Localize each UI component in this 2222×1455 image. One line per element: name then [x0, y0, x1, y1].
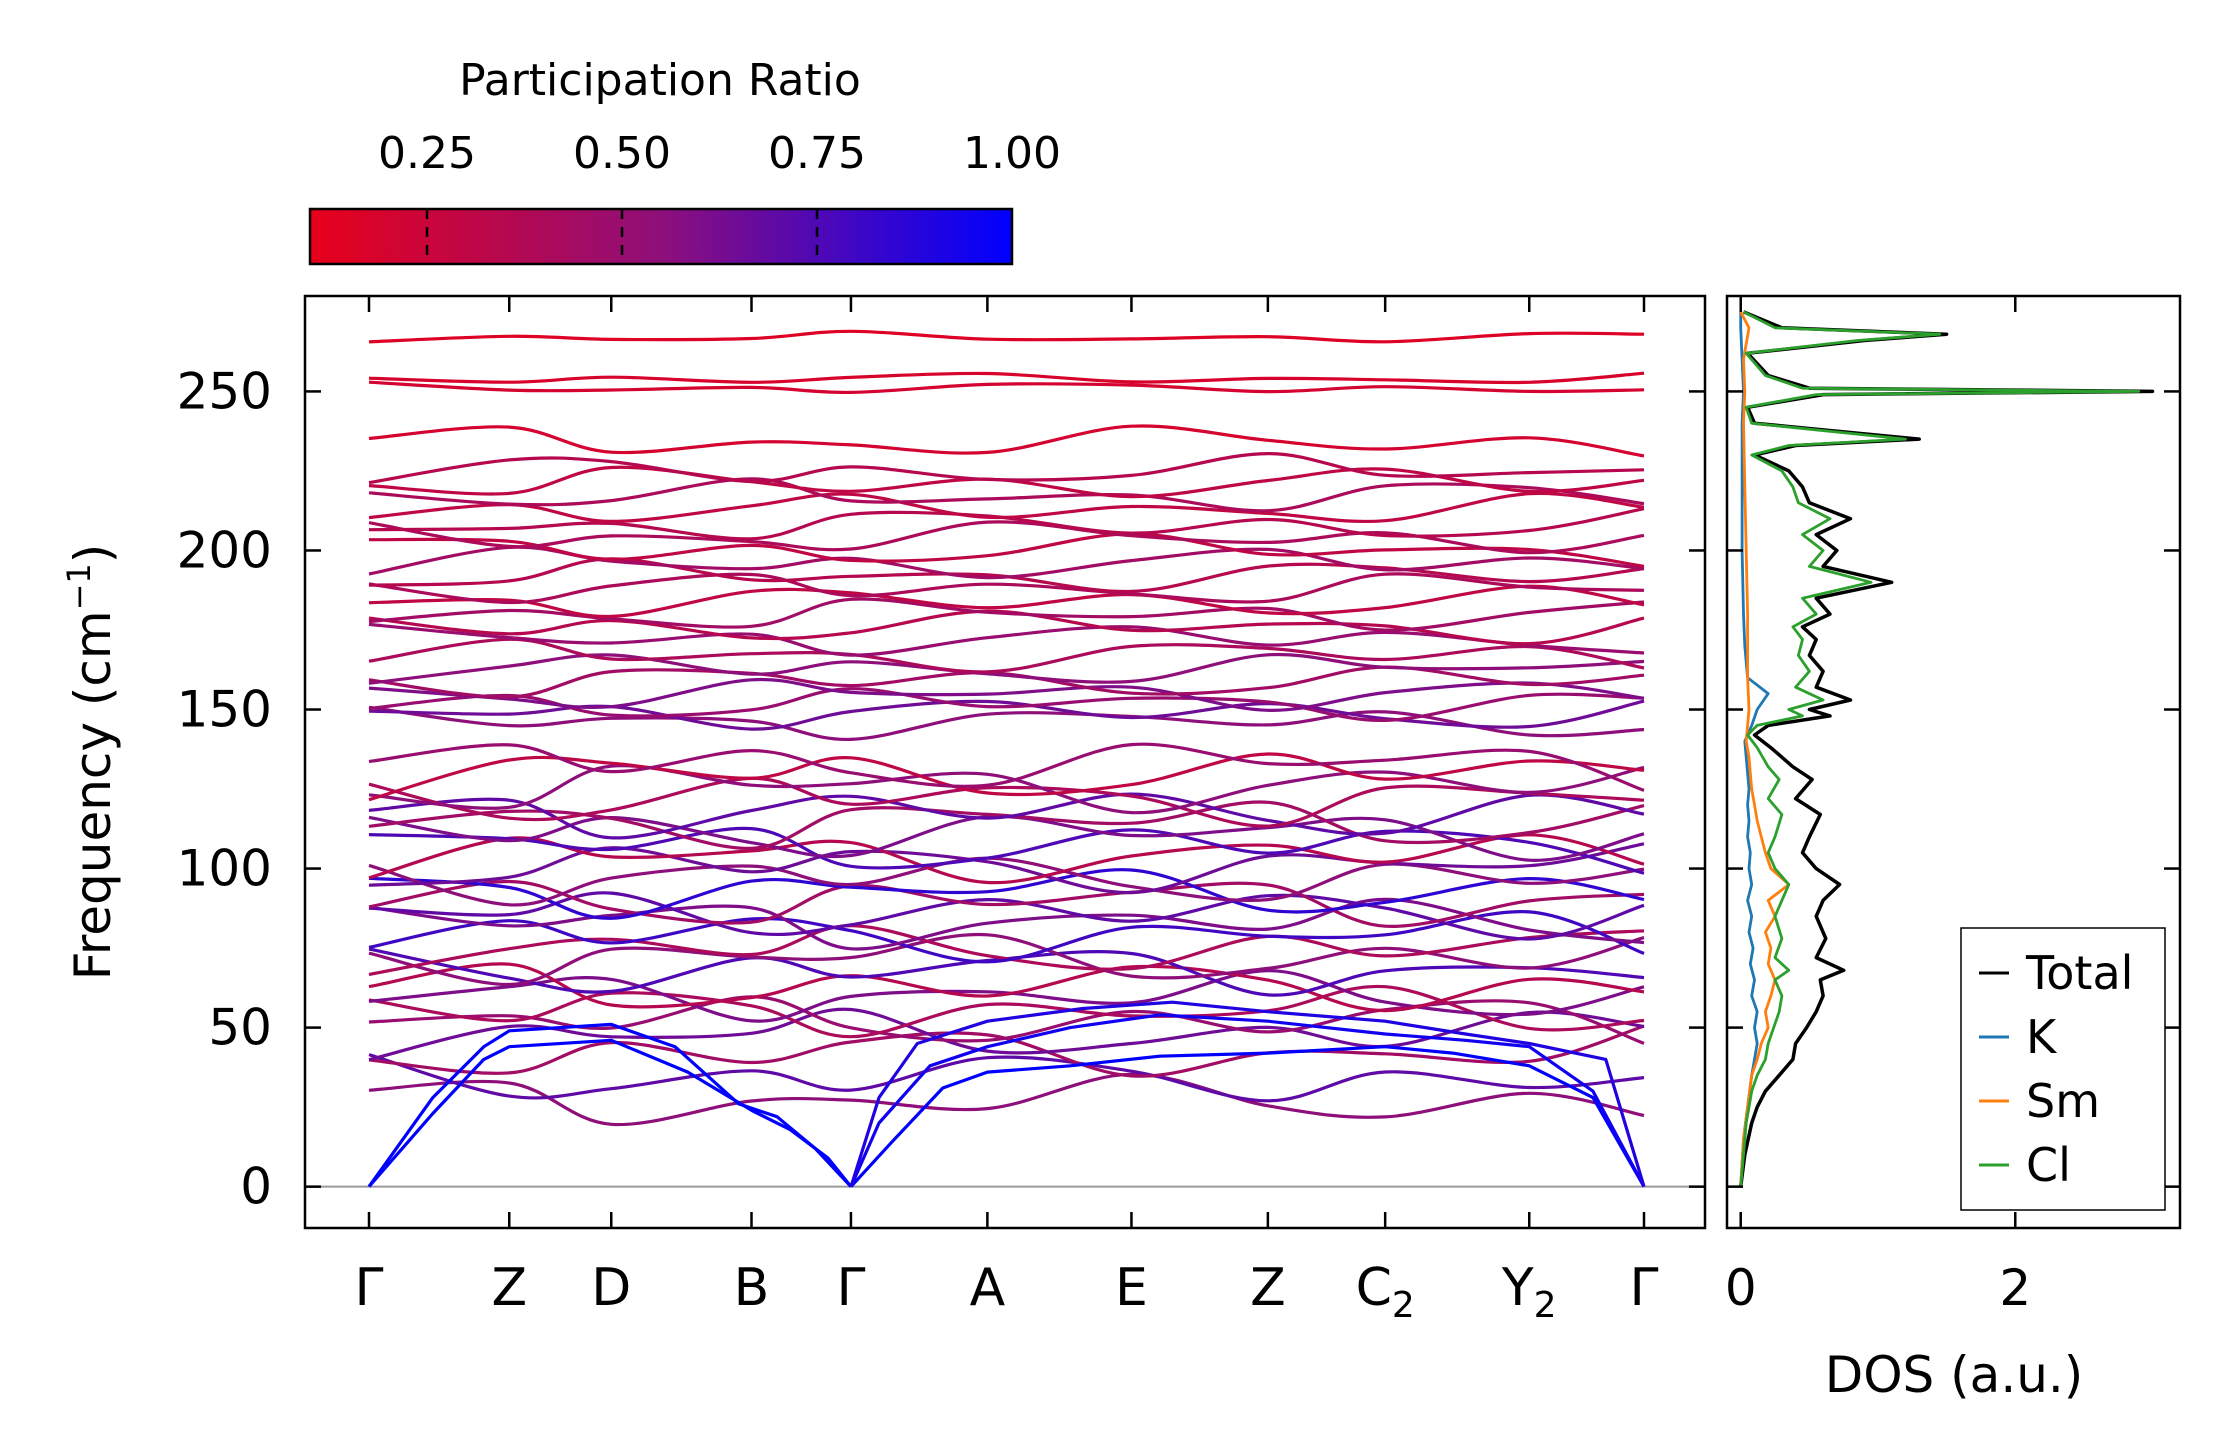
optical-branch [368, 800, 1645, 850]
optical-branch [368, 776, 1645, 828]
dos-legend: Total K Sm Cl [1960, 927, 2166, 1211]
acoustic-branch [849, 1013, 1646, 1188]
band-plot-frame [303, 294, 1707, 1230]
optical-branch [368, 584, 1645, 619]
legend-label: Sm [2026, 1074, 2100, 1128]
optical-branch [368, 557, 1645, 594]
dos-curves [1738, 310, 2155, 1187]
optical-branch [368, 833, 1645, 885]
optical-branch [368, 622, 1645, 657]
colorbar: Participation Ratio 0.25 0.50 0.75 1.00 [308, 55, 1061, 266]
optical-branch [368, 879, 1645, 928]
acoustic-branch [849, 1000, 1646, 1188]
colorbar-gradient [308, 207, 1014, 266]
legend-label: K [2026, 1010, 2058, 1064]
y-tick-label: 200 [177, 521, 272, 579]
optical-branch [368, 371, 1645, 385]
dos-series-cl [1739, 310, 2141, 1187]
legend-label: Cl [2026, 1138, 2071, 1192]
band-y-ticks: 0 50 100 150 200 250 [177, 362, 1705, 1216]
phonon-bands [367, 329, 1646, 1188]
legend-label: Total [2025, 946, 2133, 1000]
optical-branch [368, 897, 1645, 951]
optical-branch [368, 572, 1645, 605]
dos-axis-label: DOS (a.u.) [1825, 1346, 2084, 1404]
optical-branch [368, 637, 1645, 674]
dos-x-tick-label: 0 [1725, 1259, 1757, 1317]
frequency-axis-label: Frequency (cm−1) [60, 544, 122, 981]
optical-branch [368, 687, 1645, 723]
y-tick-label: 0 [240, 1158, 272, 1216]
dos-series-total [1738, 310, 2155, 1187]
optical-branch [368, 969, 1645, 1023]
optical-branch [368, 477, 1645, 513]
path-label: B [734, 1258, 770, 1318]
optical-branch [368, 752, 1645, 802]
dos-plot-frame [1725, 294, 2182, 1230]
optical-branch [368, 1007, 1645, 1062]
optical-branch [368, 491, 1645, 524]
path-label: E [1115, 1258, 1148, 1318]
optical-branch [368, 1072, 1645, 1127]
optical-branch [368, 842, 1645, 895]
optical-branch [368, 995, 1645, 1045]
y-tick-label: 50 [208, 999, 272, 1057]
optical-branch [368, 705, 1645, 742]
y-tick-label: 150 [177, 681, 272, 739]
optical-branch [368, 451, 1645, 485]
acoustic-branch [367, 1038, 853, 1188]
optical-branch [368, 677, 1645, 712]
optical-branch [368, 1053, 1645, 1103]
path-label: C2 [1356, 1258, 1415, 1326]
optical-branch [368, 910, 1645, 964]
path-label: A [970, 1258, 1006, 1318]
optical-branch [368, 380, 1645, 395]
y-tick-label: 250 [177, 362, 272, 420]
path-label: Γ [836, 1258, 865, 1318]
band-structure-plot: 0 50 100 150 200 250 Γ Z D B Γ A E Z C2 Y2 Γ Frequency … [60, 294, 1707, 1326]
optical-branch [368, 1024, 1645, 1078]
optical-branch [368, 868, 1645, 920]
y-tick-label: 100 [177, 840, 272, 898]
optical-branch [368, 329, 1645, 344]
colorbar-tick-labels: 0.25 0.50 0.75 1.00 [378, 128, 1061, 179]
path-label: D [591, 1258, 631, 1318]
dos-series-sm [1739, 311, 1791, 1187]
optical-branch [368, 764, 1645, 815]
colorbar-tick-label: 0.75 [768, 128, 866, 179]
optical-branch [368, 962, 1645, 1013]
optical-branch [368, 792, 1645, 840]
colorbar-tick-label: 0.50 [573, 128, 671, 179]
legend-box [1960, 927, 2166, 1211]
optical-branch [368, 742, 1645, 792]
optical-branch [368, 947, 1645, 997]
path-label: Γ [1630, 1258, 1659, 1318]
optical-branch [368, 424, 1645, 458]
optical-branch [368, 465, 1645, 499]
optical-branch [368, 826, 1645, 875]
optical-branch [368, 532, 1645, 568]
dos-series-k [1739, 311, 1770, 1187]
colorbar-tick-label: 1.00 [963, 128, 1061, 179]
path-label: Y2 [1501, 1258, 1557, 1326]
colorbar-tick-label: 0.25 [378, 128, 476, 179]
acoustic-branch [849, 1045, 1646, 1188]
colorbar-title: Participation Ratio [459, 55, 861, 106]
dos-x-tick-label: 2 [1999, 1259, 2031, 1317]
optical-branch [368, 597, 1645, 632]
optical-branch [368, 520, 1645, 555]
path-label: Z [491, 1258, 527, 1318]
colorbar-ticks [425, 209, 819, 264]
path-label: Z [1250, 1258, 1286, 1318]
band-path-ticks: Γ Z D B Γ A E Z C2 Y2 Γ [355, 296, 1659, 1326]
path-label: Γ [355, 1258, 384, 1318]
dos-y-ticks [1727, 390, 2180, 1188]
